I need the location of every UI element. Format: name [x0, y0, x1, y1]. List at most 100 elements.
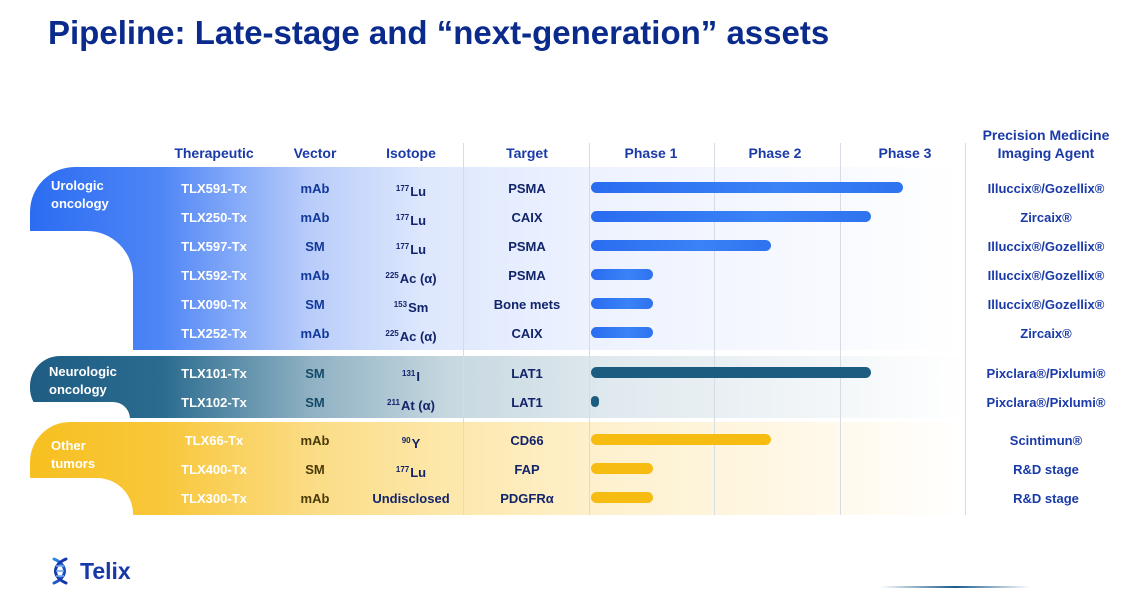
isotope-cell: 225Ac (α) [366, 267, 456, 286]
telix-logo: Telix [46, 556, 131, 586]
isotope-mass-number: 90 [401, 436, 411, 445]
vector-cell: mAb [300, 210, 330, 225]
isotope-cell: 153Sm [366, 296, 456, 315]
vector-cell: mAb [300, 433, 330, 448]
isotope-mass-number: 225 [385, 329, 399, 338]
target-cell: PDGFRα [500, 491, 554, 506]
phase-progress-bar [591, 492, 653, 503]
isotope-cell: 90Y [366, 432, 456, 451]
group-label-line2: oncology [51, 196, 109, 211]
group-label-urologic: Urologic oncology [51, 177, 109, 213]
imaging-agent-cell: R&D stage [1013, 491, 1079, 506]
group-label-line1: Other [51, 438, 86, 453]
other-band [30, 422, 965, 515]
vector-cell: SM [305, 395, 325, 410]
therapeutic-cell: TLX252-Tx [181, 326, 247, 341]
group-label-line2: tumors [51, 456, 96, 471]
neurologic-band [30, 356, 965, 418]
therapeutic-cell: TLX591-Tx [181, 181, 247, 196]
isotope-element: At (α) [400, 398, 435, 413]
divider-target-phase1 [589, 143, 590, 515]
therapeutic-cell: TLX101-Tx [181, 366, 247, 381]
header-vector: Vector [293, 145, 337, 161]
vector-cell: SM [305, 366, 325, 381]
group-label-neurologic: Neurologic oncology [49, 363, 117, 399]
header-isotope: Isotope [386, 145, 436, 161]
therapeutic-cell: TLX597-Tx [181, 239, 247, 254]
isotope-element: I [416, 369, 420, 384]
target-cell: FAP [514, 462, 540, 477]
isotope-element: Sm [408, 300, 429, 315]
divider-phase2-phase3 [840, 143, 841, 515]
isotope-cell: 211At (α) [366, 394, 456, 413]
target-cell: CD66 [510, 433, 544, 448]
header-phase-1: Phase 1 [624, 145, 678, 161]
therapeutic-cell: TLX102-Tx [181, 395, 247, 410]
therapeutic-cell: TLX66-Tx [184, 433, 244, 448]
isotope-element: Ac (α) [399, 271, 437, 286]
vector-cell: SM [305, 297, 325, 312]
vector-cell: SM [305, 239, 325, 254]
phase-progress-bar [591, 434, 772, 445]
header-imaging-line1: Precision Medicine [982, 127, 1110, 143]
imaging-agent-cell: Scintimun® [1009, 433, 1083, 448]
isotope-mass-number: 177 [395, 213, 410, 222]
vector-cell: SM [305, 462, 325, 477]
group-label-other: Other tumors [51, 437, 95, 473]
isotope-cell: 177Lu [366, 180, 456, 199]
helix-icon [52, 557, 68, 585]
vector-cell: mAb [300, 181, 330, 196]
header-imaging-agent: Precision Medicine Imaging Agent [968, 126, 1124, 162]
vector-cell: mAb [300, 491, 330, 506]
therapeutic-cell: TLX090-Tx [181, 297, 247, 312]
group-label-line1: Neurologic [49, 364, 117, 379]
isotope-element: Undisclosed [372, 491, 450, 506]
isotope-mass-number: 177 [395, 465, 410, 474]
vector-cell: mAb [300, 268, 330, 283]
therapeutic-cell: TLX250-Tx [181, 210, 247, 225]
target-cell: LAT1 [511, 395, 543, 410]
imaging-agent-cell: Zircaix® [1020, 326, 1072, 341]
header-phase-3: Phase 3 [878, 145, 932, 161]
isotope-element: Lu [410, 242, 427, 257]
phase-progress-bar [591, 327, 653, 338]
header-imaging-line2: Imaging Agent [997, 145, 1095, 161]
isotope-mass-number: 153 [393, 300, 408, 309]
isotope-cell: Undisclosed [366, 490, 456, 508]
imaging-agent-cell: Pixclara®/Pixlumi® [986, 395, 1106, 410]
target-cell: Bone mets [493, 297, 561, 312]
header-target: Target [506, 145, 548, 161]
isotope-cell: 177Lu [366, 238, 456, 257]
therapeutic-cell: TLX400-Tx [181, 462, 247, 477]
neurologic-band-notch [30, 402, 130, 419]
target-cell: PSMA [508, 239, 546, 254]
target-cell: PSMA [508, 181, 546, 196]
footer-accent-line [880, 586, 1030, 588]
imaging-agent-cell: R&D stage [1013, 462, 1079, 477]
isotope-element: Ac (α) [399, 329, 437, 344]
imaging-agent-cell: Illuccix®/Gozellix® [987, 239, 1105, 254]
isotope-mass-number: 177 [395, 184, 410, 193]
urologic-band-notch [30, 231, 133, 351]
divider-isotope-target [463, 143, 464, 515]
group-label-line1: Urologic [51, 178, 104, 193]
imaging-agent-cell: Illuccix®/Gozellix® [987, 297, 1105, 312]
phase-progress-bar [591, 298, 653, 309]
target-cell: LAT1 [511, 366, 543, 381]
phase-progress-bar [591, 211, 872, 222]
imaging-agent-cell: Pixclara®/Pixlumi® [986, 366, 1106, 381]
phase-progress-bar [591, 463, 653, 474]
phase-progress-bar [591, 182, 903, 193]
other-band-notch [30, 478, 133, 516]
urologic-band [30, 167, 965, 350]
isotope-mass-number: 211 [387, 398, 400, 407]
phase-progress-bar [591, 367, 872, 378]
group-label-line2: oncology [49, 382, 107, 397]
imaging-agent-cell: Illuccix®/Gozellix® [987, 181, 1105, 196]
imaging-agent-cell: Illuccix®/Gozellix® [987, 268, 1105, 283]
target-cell: CAIX [511, 210, 543, 225]
isotope-element: Lu [410, 184, 427, 199]
isotope-cell: 131I [366, 365, 456, 384]
isotope-cell: 177Lu [366, 209, 456, 228]
header-therapeutic: Therapeutic [174, 145, 254, 161]
